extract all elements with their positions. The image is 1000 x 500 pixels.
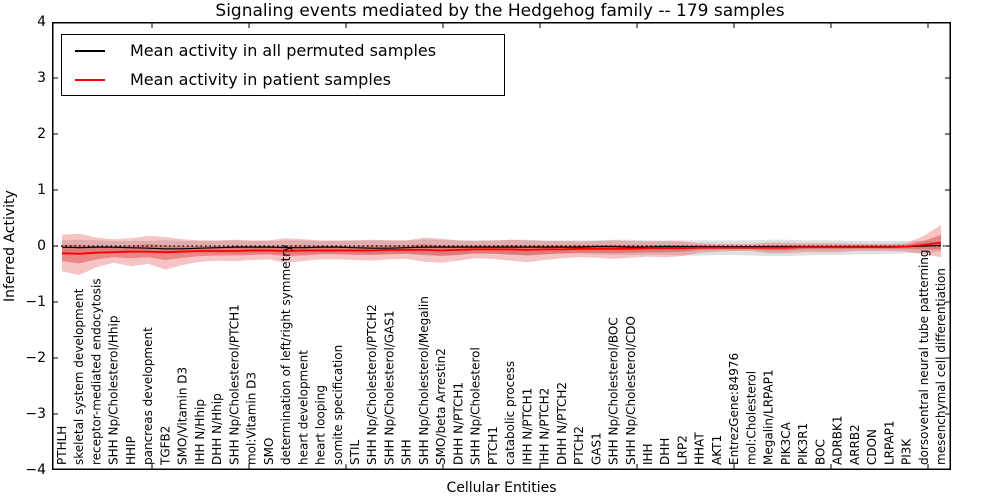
- x-tick-label: SHH Np/Cholesterol: [469, 347, 483, 465]
- legend-item-patient: Mean activity in patient samples: [62, 65, 504, 94]
- x-tick-label: heart looping: [314, 385, 328, 465]
- x-tick-label: PTHLH: [55, 426, 69, 465]
- x-tick-label: SHH Np/Cholesterol/Megalin: [417, 296, 431, 465]
- legend-label-patient: Mean activity in patient samples: [130, 70, 391, 89]
- x-tick-label: DHH N/PTCH1: [451, 382, 465, 465]
- x-tick-label: Megalin/LRPAP1: [762, 369, 776, 465]
- permuted-line-sample-icon: [75, 49, 105, 52]
- x-tick-label: DHH N/PTCH2: [555, 382, 569, 465]
- legend: Mean activity in all permuted samples Me…: [61, 34, 505, 96]
- x-tick-label: STIL: [348, 440, 362, 465]
- x-tick-label: ARRB2: [848, 424, 862, 465]
- chart-canvas: PTHLH skeletal system development receptor…: [52, 22, 951, 470]
- y-tick-label: 3: [37, 70, 46, 86]
- x-tick-label: mol:Vitamin D3: [245, 372, 259, 465]
- x-tick-label: SHH Np/Cholesterol/GAS1: [382, 310, 396, 465]
- x-tick-label: SMO/Vitamin D3: [176, 367, 190, 465]
- series-line-1: [61, 241, 942, 255]
- patient-line-sample-icon: [75, 78, 105, 81]
- x-tick-label: dorsoventral neural tube patterning: [917, 249, 931, 465]
- x-tick-label: LRPAP1: [882, 420, 896, 465]
- x-tick-label: LRP2: [675, 435, 689, 465]
- x-tick-label: IHH N/Hhip: [193, 399, 207, 465]
- y-tick-label: 0: [37, 238, 46, 254]
- y-tick-label: 2: [37, 126, 46, 142]
- x-tick-label: TGFB2: [158, 426, 172, 466]
- plot-area: PTHLH skeletal system development receptor…: [52, 22, 951, 470]
- x-tick-label: SHH Np/Cholesterol/PTCH2: [365, 304, 379, 465]
- x-tick-label: SHH: [400, 439, 414, 465]
- x-tick-label: PIK3R1: [796, 423, 810, 465]
- y-tick-label: −3: [25, 406, 46, 422]
- x-tick-label: IHH N/PTCH2: [538, 388, 552, 465]
- y-tick-label: 1: [37, 182, 46, 198]
- x-tick-label: BOC: [813, 439, 827, 465]
- x-tick-label: ADRBK1: [831, 415, 845, 465]
- x-tick-label: SHH Np/Cholesterol/CDO: [624, 316, 638, 465]
- x-tick-label: SHH Np/Cholesterol/Hhip: [107, 316, 121, 465]
- x-tick-label: skeletal system development: [72, 288, 86, 465]
- x-tick-label: catabolic process: [503, 361, 517, 465]
- x-tick-label: receptor-mediated endocytosis: [89, 278, 103, 465]
- x-tick-label: SMO/beta Arrestin2: [434, 348, 448, 465]
- x-tick-label: PI3K: [900, 438, 914, 465]
- band-0: [62, 239, 941, 257]
- legend-label-permuted: Mean activity in all permuted samples: [130, 41, 437, 60]
- x-tick-label: AKT1: [710, 435, 724, 465]
- x-tick-label: GAS1: [589, 432, 603, 465]
- x-tick-label: EntrezGene:84976: [727, 353, 741, 465]
- x-tick-label: DHH: [658, 438, 672, 465]
- x-tick-label: HHIP: [124, 436, 138, 465]
- x-axis-label: Cellular Entities: [446, 480, 557, 496]
- x-tick-label: PTCH2: [572, 426, 586, 465]
- x-tick-label: heart development: [296, 350, 310, 465]
- x-tick-label: PTCH1: [486, 426, 500, 465]
- y-tick-label: 4: [37, 14, 46, 30]
- axes-frame: [52, 22, 951, 470]
- x-tick-label: mesenchymal cell differentiation: [934, 268, 948, 465]
- y-tick-label: −4: [25, 462, 46, 478]
- x-tick-label: SMO: [262, 438, 276, 465]
- x-tick-label: PIK3CA: [779, 421, 793, 465]
- x-tick-label: somite specification: [331, 345, 345, 465]
- x-tick-label: SHH Np/Cholesterol/PTCH1: [227, 304, 241, 465]
- x-tick-label: pancreas development: [141, 327, 155, 465]
- x-tick-label: IHH N/PTCH1: [520, 388, 534, 465]
- x-tick-label: mol:Cholesterol: [744, 371, 758, 465]
- chart-title: Signaling events mediated by the Hedgeho…: [215, 1, 785, 21]
- x-tick-label: IHH: [641, 443, 655, 465]
- legend-item-permuted: Mean activity in all permuted samples: [62, 36, 504, 65]
- y-tick-label: −2: [25, 350, 46, 366]
- x-tick-label: DHH N/Hhip: [210, 393, 224, 465]
- x-tick-label: CDON: [865, 429, 879, 465]
- x-tick-label: SHH Np/Cholesterol/BOC: [607, 317, 621, 465]
- x-tick-label: determination of left/right symmetry: [279, 245, 293, 465]
- x-tick-label: HHAT: [693, 432, 707, 465]
- y-tick-label: −1: [25, 294, 46, 310]
